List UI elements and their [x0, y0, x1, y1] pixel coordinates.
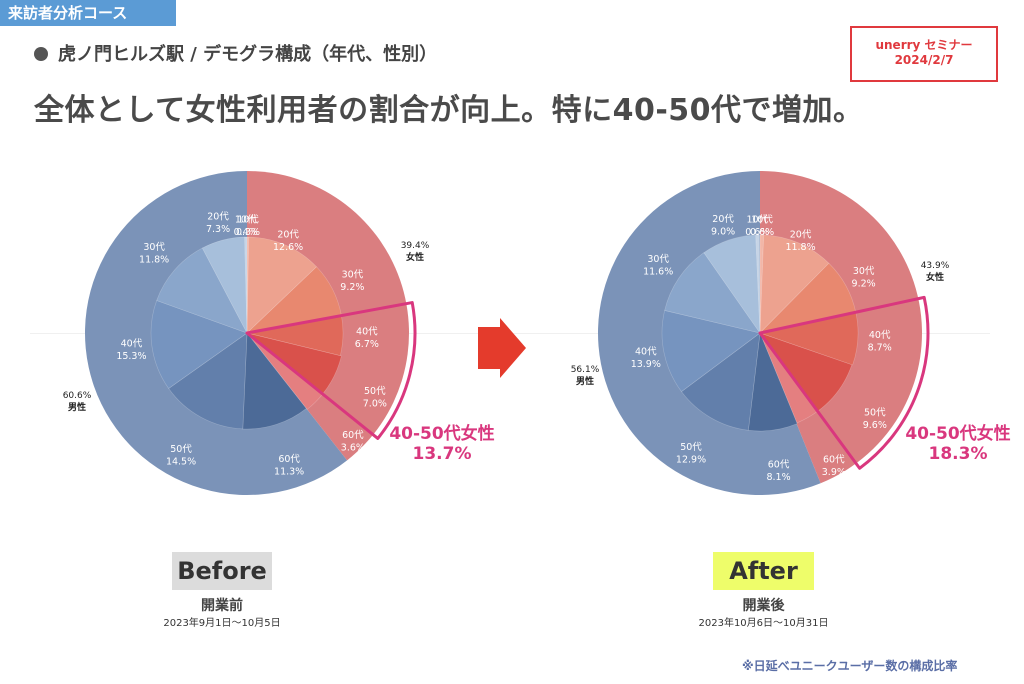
slice-label-male-10代: 10代 0.6% [745, 214, 769, 238]
subtitle-text: 虎ノ門ヒルズ駅 / デモグラ構成（年代、性別） [58, 44, 438, 65]
inner-slice-male-30代 [664, 252, 761, 334]
inner-slice-male-20代 [201, 236, 248, 334]
slice-label-male-30代: 30代 11.8% [139, 242, 169, 266]
slice-label-male-20代: 20代 7.3% [206, 212, 230, 236]
outer-label-female: 43.9%女性 [921, 261, 950, 283]
after-label: After [713, 552, 814, 590]
slice-label-female-10代: 10代 0.3% [236, 214, 260, 238]
slice-label-male-30代: 30代 11.6% [643, 254, 673, 278]
highlight-sector [245, 301, 417, 440]
slice-label-female-50代: 50代 7.0% [363, 386, 387, 410]
inner-slice-male-30代 [156, 247, 248, 334]
highlight-callout: 40-50代女性 13.7% [389, 423, 494, 464]
before-label: Before [172, 552, 272, 590]
slice-label-male-60代: 60代 8.1% [766, 459, 790, 483]
outer-label-male: 56.1%男性 [571, 365, 600, 387]
slice-label-male-40代: 40代 13.9% [631, 347, 661, 371]
inner-slice-male-20代 [703, 234, 761, 335]
after-date-range: 2023年10月6日〜10月31日 [698, 618, 829, 629]
inner-slice-male-50代 [168, 332, 248, 430]
before-date-range: 2023年9月1日〜10月5日 [163, 618, 281, 629]
slice-label-female-10代: 10代 0.6% [750, 214, 774, 238]
slice-label-male-50代: 50代 12.9% [676, 442, 706, 466]
seminar-title: unerry セミナー [875, 38, 973, 52]
inner-slice-male-60代 [242, 332, 307, 430]
after-period-name: 開業後 [742, 598, 785, 614]
inner-slice-female-20代 [246, 236, 317, 334]
outer-label-female: 39.4%女性 [401, 241, 430, 263]
highlight-sector [758, 295, 930, 470]
pie-chart-before [85, 171, 417, 495]
inner-slice-male-60代 [747, 331, 798, 432]
slice-label-male-20代: 20代 9.0% [711, 214, 735, 238]
inner-slice-female-10代 [246, 236, 250, 334]
slice-label-female-60代: 60代 3.9% [822, 454, 846, 478]
pie-chart-after [598, 171, 930, 495]
slide-headline: 全体として女性利用者の割合が向上。特に40-50代で増加。 [34, 93, 864, 128]
slice-label-female-20代: 20代 11.8% [785, 229, 815, 253]
right-arrow-icon [478, 318, 526, 378]
slice-label-female-30代: 30代 9.2% [852, 266, 876, 290]
slide-subtitle: 虎ノ門ヒルズ駅 / デモグラ構成（年代、性別） [34, 40, 437, 66]
slice-label-female-30代: 30代 9.2% [340, 269, 364, 293]
slice-label-male-60代: 60代 11.3% [274, 454, 304, 478]
slice-label-male-40代: 40代 15.3% [116, 339, 146, 363]
inner-slice-male-10代 [755, 234, 761, 334]
slice-label-female-20代: 20代 12.6% [273, 230, 303, 254]
slice-label-female-40代: 40代 8.7% [868, 330, 892, 354]
inner-slice-male-40代 [661, 310, 761, 393]
seminar-badge: unerry セミナー 2024/2/7 [850, 26, 998, 82]
highlight-callout: 40-50代女性 18.3% [905, 423, 1010, 464]
slice-label-female-50代: 50代 9.6% [863, 408, 887, 432]
course-tag: 来訪者分析コース [0, 0, 176, 26]
slice-label-female-60代: 60代 3.6% [341, 430, 365, 454]
slice-label-male-10代: 10代 0.4% [234, 214, 258, 238]
inner-slice-male-10代 [244, 236, 248, 334]
footnote: ※日延べユニークユーザー数の構成比率 [742, 659, 958, 673]
bullet-icon [34, 47, 48, 61]
slice-label-male-50代: 50代 14.5% [166, 444, 196, 468]
inner-slice-male-50代 [681, 332, 761, 431]
before-period-name: 開業前 [201, 598, 243, 614]
slice-label-female-40代: 40代 6.7% [355, 326, 379, 350]
inner-slice-female-20代 [759, 234, 830, 334]
seminar-date: 2024/2/7 [894, 53, 954, 67]
outer-label-male: 60.6%男性 [63, 391, 92, 413]
inner-slice-male-40代 [150, 300, 248, 389]
inner-slice-female-10代 [759, 234, 765, 334]
